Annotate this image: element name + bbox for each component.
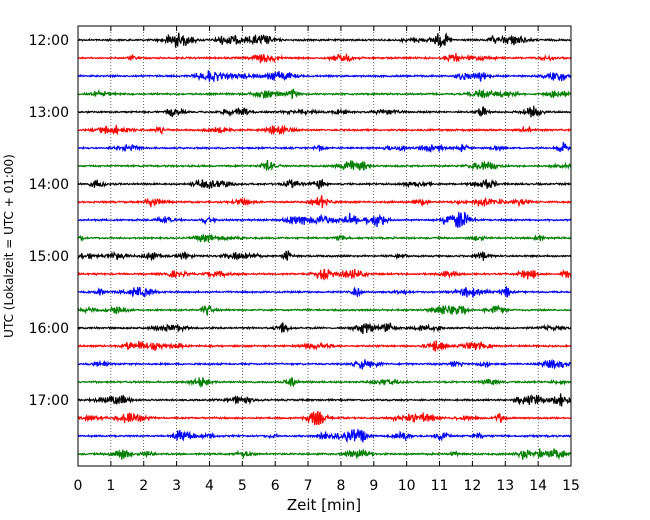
x-tick-label: 8 (336, 478, 345, 494)
trace-1345 (77, 159, 572, 171)
x-tick-label: 1 (106, 478, 115, 494)
trace-1445 (77, 233, 572, 243)
x-tick-label: 6 (271, 478, 280, 494)
x-tick-label: 11 (431, 478, 449, 494)
trace-1300 (77, 105, 572, 118)
trace-1715 (77, 410, 572, 426)
trace-1745 (77, 448, 572, 461)
x-tick-label: 15 (562, 478, 580, 494)
trace-1500 (77, 250, 572, 262)
grid-lines (110, 26, 539, 466)
plot-frame (77, 25, 572, 467)
x-tick-label: 2 (139, 478, 148, 494)
trace-1230 (77, 70, 572, 83)
trace-1400 (77, 178, 572, 190)
trace-1700 (77, 393, 572, 407)
x-tick-label: 13 (496, 478, 514, 494)
x-tick-label: 5 (238, 478, 247, 494)
x-tick-label: 9 (369, 478, 378, 494)
x-tick-label: 3 (172, 478, 181, 494)
y-axis-label: UTC (Lokalzeit = UTC + 01:00) (2, 154, 16, 338)
y-tick-label: 12:00 (29, 33, 69, 49)
trace-1615 (77, 340, 572, 352)
x-axis-ticks: 0 1 2 3 4 5 6 7 8 9 10 11 12 13 14 15 (74, 26, 580, 494)
y-axis-ticks: 12:00 13:00 14:00 15:00 16:00 17:00 (29, 33, 83, 409)
trace-1245 (77, 88, 572, 100)
trace-1645 (77, 377, 572, 389)
trace-1630 (77, 358, 572, 370)
y-tick-label: 13:00 (29, 105, 69, 121)
trace-1515 (77, 268, 572, 281)
x-tick-label: 10 (398, 478, 416, 494)
trace-1430 (77, 211, 572, 228)
trace-1315 (77, 124, 572, 136)
x-axis-label: Zeit [min] (287, 496, 361, 514)
y-tick-label: 14:00 (29, 177, 69, 193)
trace-1545 (77, 304, 572, 316)
y-tick-label: 16:00 (29, 321, 69, 337)
trace-1330 (77, 141, 572, 154)
trace-1215 (77, 52, 572, 65)
x-tick-label: 0 (74, 478, 83, 494)
x-tick-label: 4 (205, 478, 214, 494)
y-tick-label: 17:00 (29, 393, 69, 409)
x-tick-label: 7 (304, 478, 313, 494)
trace-1200 (77, 32, 572, 49)
trace-1730 (77, 428, 572, 444)
trace-1600 (77, 322, 572, 335)
trace-group (77, 32, 572, 461)
y-tick-label: 15:00 (29, 249, 69, 265)
x-tick-label: 14 (529, 478, 547, 494)
trace-1530 (77, 286, 572, 298)
trace-1415 (77, 195, 572, 208)
x-tick-label: 12 (463, 478, 481, 494)
